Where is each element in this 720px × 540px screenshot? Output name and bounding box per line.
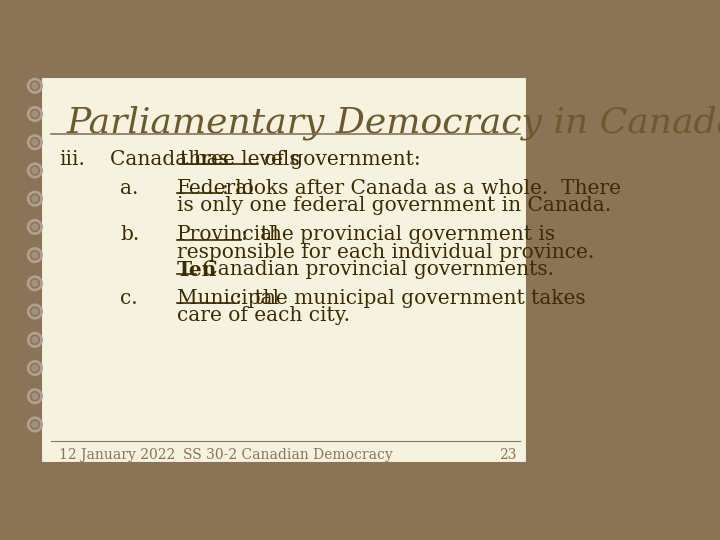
Text: care of each city.: care of each city. — [177, 306, 350, 325]
Text: iii.: iii. — [60, 150, 85, 168]
Circle shape — [32, 167, 38, 173]
Circle shape — [32, 337, 38, 343]
Circle shape — [32, 83, 38, 89]
Text: :  the municipal government takes: : the municipal government takes — [235, 288, 585, 308]
Circle shape — [32, 224, 38, 230]
Circle shape — [32, 111, 38, 117]
Circle shape — [32, 393, 38, 399]
Text: SS 30-2 Canadian Democracy: SS 30-2 Canadian Democracy — [183, 448, 392, 462]
Circle shape — [32, 139, 38, 145]
FancyBboxPatch shape — [41, 77, 527, 463]
Circle shape — [32, 252, 38, 258]
Text: :  the provincial government is: : the provincial government is — [241, 225, 556, 245]
Circle shape — [32, 280, 38, 286]
Text: Provincial: Provincial — [177, 225, 279, 245]
Text: Ten: Ten — [177, 260, 217, 280]
Text: Federal: Federal — [177, 179, 255, 198]
Text: is only one federal government in Canada.: is only one federal government in Canada… — [177, 195, 611, 215]
Text: responsible for each individual province.: responsible for each individual province… — [177, 242, 594, 261]
Circle shape — [32, 365, 38, 371]
Circle shape — [32, 422, 38, 428]
Circle shape — [32, 309, 38, 315]
Circle shape — [32, 195, 38, 201]
Text: c.: c. — [120, 288, 138, 308]
Text: of government:: of government: — [258, 150, 420, 168]
Text: b.: b. — [120, 225, 140, 245]
Text: Municipal: Municipal — [177, 288, 279, 308]
Text: 23: 23 — [499, 448, 516, 462]
Text: Parliamentary Democracy in Canada: Parliamentary Democracy in Canada — [67, 105, 720, 140]
Text: three levels: three levels — [181, 150, 300, 168]
Text: Canadian provincial governments.: Canadian provincial governments. — [196, 260, 554, 279]
Text: 12 January 2022: 12 January 2022 — [60, 448, 176, 462]
Text: Canada has: Canada has — [110, 150, 235, 168]
Text: a.: a. — [120, 179, 139, 198]
Text: : looks after Canada as a whole.  There: : looks after Canada as a whole. There — [222, 179, 621, 198]
